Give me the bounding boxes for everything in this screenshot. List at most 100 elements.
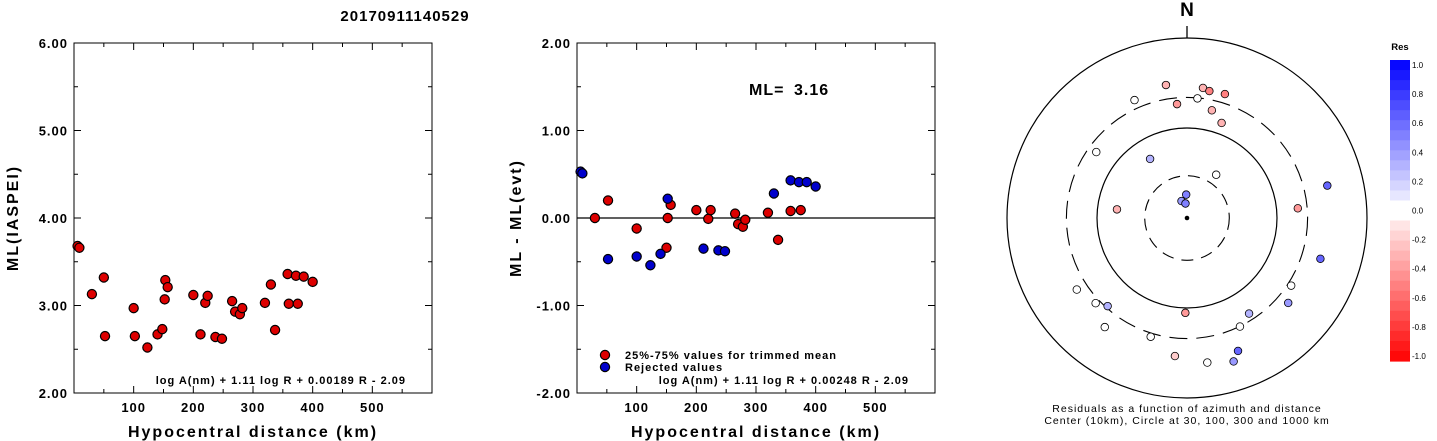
data-point [159,294,170,305]
trimmed-mean-point [740,214,751,225]
x-axis-label: Hypocentral distance (km) [128,424,378,441]
station-residual-point [1233,346,1243,356]
station-residual-point [1229,357,1238,366]
rejected-point [577,168,588,179]
colorbar-tick-label: 0.2 [1412,177,1424,186]
station-residual-point [1217,118,1226,128]
rejected-point [801,176,812,188]
trimmed-mean-point [785,205,796,217]
station-residual-point [1323,181,1332,190]
north-label: N [1180,0,1194,21]
colorbar-step [1390,150,1410,161]
trimmed-mean-point [762,207,774,218]
colorbar-step [1390,90,1410,101]
trimmed-mean-point [772,234,784,246]
colorbar-step [1390,310,1410,322]
colorbar-tick-label: -0.2 [1412,236,1426,245]
chart-title: 20170911140529 [340,8,470,25]
rejected-point [645,260,656,271]
colorbar-step [1390,80,1410,91]
colorbar-tick-label: -1.0 [1412,352,1426,361]
colorbar-tick-label: 0.6 [1412,119,1424,128]
ml-vs-distance-plot: 100 200 300 400 500 2.00 3.00 4.00 5.00 6.00 Hypoc… [5,36,433,441]
colorbar-step [1390,300,1410,312]
y-tick-label: 2.00 [542,36,571,51]
colorbar-step [1390,230,1410,242]
trimmed-mean-point [589,212,601,224]
colorbar-step [1390,120,1410,131]
rejected-point [655,248,666,260]
data-point [86,288,98,300]
colorbar-step [1390,110,1410,121]
data-point [237,302,248,314]
colorbar-step [1390,250,1410,262]
colorbar-step [1390,200,1410,212]
colorbar-step [1390,240,1410,252]
y-tick-label: 0.00 [542,211,571,226]
rejected-point [719,246,731,257]
colorbar-title: Res [1391,42,1408,53]
colorbar-step [1390,290,1410,302]
colorbar-step [1390,220,1410,232]
legend-marker [599,349,611,361]
colorbar-tick-label: -0.8 [1412,323,1426,332]
colorbar-tick-label: -0.4 [1412,265,1426,274]
colorbar-step [1390,280,1410,292]
colorbar-tick-label: 0.8 [1412,90,1424,99]
formula-label: log A(nm) + 1.11 log R + 0.00248 R - 2.0… [659,375,909,387]
data-point [307,276,318,288]
data-point [142,342,153,353]
station-residual-point [1130,95,1139,105]
data-point [202,290,213,302]
station-residual-point [1112,205,1122,214]
station-residual-point [1244,309,1254,318]
station-residual-point [1293,204,1303,213]
colorbar-tick-label: 0.4 [1412,148,1424,157]
formula-label: log A(nm) + 1.11 log R + 0.00189 R - 2.0… [156,375,406,387]
trimmed-mean-point [691,204,702,216]
trimmed-mean-point [705,204,716,216]
legend-label: 25%-75% values for trimmed mean [625,350,837,362]
data-point [157,323,168,335]
x-tick-label: 100 [121,400,146,415]
rejected-point [602,253,614,265]
station-residual-point [1172,99,1182,109]
y-tick-label: -1.00 [536,299,571,314]
station-residual-point [1170,351,1180,361]
station-residual-point [1092,147,1101,157]
center-marker [1184,215,1190,221]
x-tick-label: 300 [241,400,266,415]
y-tick-label: 3.00 [39,299,68,314]
x-tick-label: 500 [360,400,385,415]
y-axis-label: ML(IASPEI) [5,165,22,271]
data-point [74,242,85,253]
colorbar-step [1390,140,1410,151]
data-point [188,289,199,301]
station-residual-point [1207,106,1217,115]
rejected-point [768,188,780,199]
y-axis-label: ML - ML(evt) [508,159,525,277]
station-residual-point [1145,154,1155,164]
data-point [128,302,139,314]
x-tick-label: 500 [863,400,888,415]
trimmed-mean-point [661,242,672,253]
station-residual-point [1181,308,1190,318]
colorbar-tick-label: 0.0 [1412,207,1424,216]
colorbar-step [1390,210,1410,222]
polar-caption-line2: Center (10km), Circle at 30, 100, 300 an… [1044,415,1329,427]
station-residual-point [1103,301,1112,311]
legend-label: Rejected values [625,362,723,374]
station-residual-point [1091,298,1100,308]
data-point [265,279,277,290]
circle-100km [1096,127,1278,309]
colorbar-step [1390,180,1410,192]
data-point [216,333,228,344]
colorbar-step [1390,260,1410,272]
data-point [99,330,111,342]
rejected-point [631,251,642,262]
data-point [226,295,238,307]
rejected-point [785,175,796,186]
station-residual-point [1284,298,1293,308]
circle-30km [1144,175,1230,261]
colorbar-step [1390,60,1410,71]
